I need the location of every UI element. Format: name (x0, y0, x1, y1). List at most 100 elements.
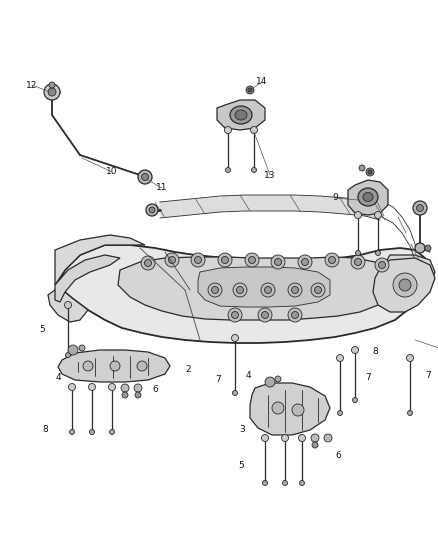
Circle shape (88, 384, 95, 391)
Circle shape (425, 245, 431, 251)
Circle shape (272, 402, 284, 414)
Circle shape (194, 256, 201, 263)
Circle shape (246, 86, 254, 94)
Circle shape (338, 410, 343, 416)
Polygon shape (250, 383, 330, 435)
Text: 14: 14 (256, 77, 268, 86)
Text: 7: 7 (425, 370, 431, 379)
Circle shape (212, 287, 219, 294)
Polygon shape (58, 350, 170, 382)
Circle shape (298, 255, 312, 269)
Circle shape (48, 88, 56, 96)
Circle shape (366, 168, 374, 176)
Circle shape (415, 243, 425, 253)
Circle shape (375, 258, 389, 272)
Circle shape (169, 256, 176, 263)
Text: 6: 6 (152, 385, 158, 394)
Circle shape (138, 170, 152, 184)
Circle shape (149, 207, 155, 213)
Circle shape (378, 262, 385, 269)
Circle shape (282, 434, 289, 441)
Circle shape (399, 279, 411, 291)
Circle shape (324, 434, 332, 442)
Text: 7: 7 (215, 376, 221, 384)
Circle shape (44, 84, 60, 100)
Circle shape (299, 434, 305, 441)
Polygon shape (344, 198, 366, 216)
Circle shape (225, 126, 232, 133)
Circle shape (351, 255, 365, 269)
Circle shape (232, 311, 239, 319)
Circle shape (261, 283, 275, 297)
Circle shape (121, 384, 129, 392)
Polygon shape (373, 258, 435, 312)
Polygon shape (198, 267, 330, 307)
Circle shape (226, 167, 230, 173)
Text: 4: 4 (55, 374, 61, 383)
Circle shape (336, 354, 343, 361)
Circle shape (262, 481, 268, 486)
Circle shape (312, 442, 318, 448)
Circle shape (251, 167, 257, 173)
Polygon shape (245, 195, 270, 211)
Text: 13: 13 (264, 171, 276, 180)
Circle shape (261, 434, 268, 441)
Circle shape (232, 335, 239, 342)
Circle shape (83, 361, 93, 371)
Ellipse shape (235, 110, 247, 120)
Polygon shape (55, 235, 145, 285)
Text: 5: 5 (238, 461, 244, 470)
Circle shape (258, 308, 272, 322)
Circle shape (233, 391, 237, 395)
Circle shape (145, 260, 152, 266)
Circle shape (70, 430, 74, 434)
Polygon shape (220, 195, 245, 212)
Circle shape (245, 253, 259, 267)
Circle shape (292, 311, 299, 319)
Circle shape (275, 376, 281, 382)
Polygon shape (348, 180, 388, 215)
Circle shape (328, 256, 336, 263)
Circle shape (228, 308, 242, 322)
Polygon shape (295, 195, 320, 212)
Polygon shape (270, 195, 295, 211)
Text: 9: 9 (332, 193, 338, 203)
Circle shape (64, 302, 71, 309)
Circle shape (314, 287, 321, 294)
Polygon shape (118, 257, 398, 320)
Circle shape (288, 308, 302, 322)
Circle shape (141, 174, 148, 181)
Circle shape (292, 287, 299, 294)
Circle shape (300, 481, 304, 486)
Polygon shape (199, 196, 221, 214)
Polygon shape (55, 245, 425, 343)
Text: 8: 8 (42, 425, 48, 434)
Circle shape (271, 255, 285, 269)
Circle shape (191, 253, 205, 267)
Circle shape (68, 345, 78, 355)
Circle shape (406, 354, 413, 361)
Text: 8: 8 (372, 348, 378, 357)
Polygon shape (378, 255, 435, 302)
Circle shape (248, 256, 255, 263)
Circle shape (109, 384, 116, 391)
Circle shape (417, 205, 424, 212)
Circle shape (165, 253, 179, 267)
Circle shape (368, 170, 372, 174)
Circle shape (283, 481, 287, 486)
Ellipse shape (358, 188, 378, 206)
Circle shape (222, 256, 229, 263)
Circle shape (237, 287, 244, 294)
Polygon shape (48, 288, 88, 322)
Polygon shape (363, 200, 382, 220)
Text: 3: 3 (239, 425, 245, 434)
Circle shape (393, 273, 417, 297)
Circle shape (251, 126, 258, 133)
Circle shape (233, 283, 247, 297)
Circle shape (325, 253, 339, 267)
Text: 4: 4 (245, 370, 251, 379)
Polygon shape (159, 200, 181, 218)
Circle shape (261, 311, 268, 319)
Text: 2: 2 (185, 366, 191, 375)
Circle shape (135, 392, 141, 398)
